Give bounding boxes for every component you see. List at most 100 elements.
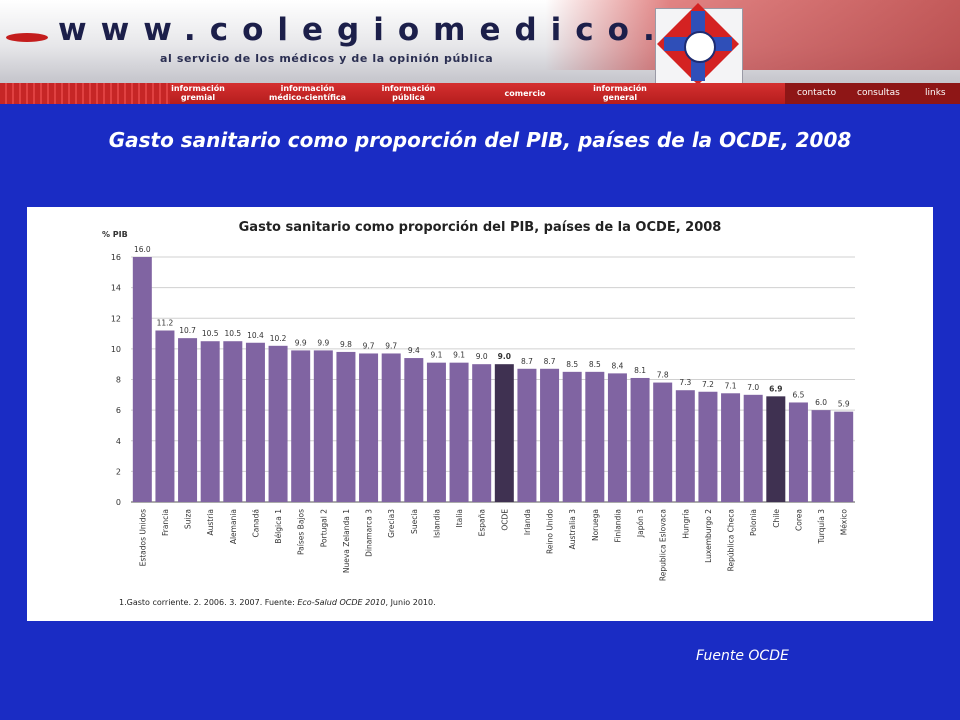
bar bbox=[155, 330, 175, 502]
logo-emblem-icon bbox=[684, 31, 716, 63]
x-tick-label: Suecia bbox=[410, 509, 419, 534]
x-tick-label: Francia bbox=[161, 509, 170, 536]
bar bbox=[381, 353, 401, 502]
data-label: 8.1 bbox=[634, 366, 646, 375]
bar bbox=[743, 394, 763, 502]
bar bbox=[811, 410, 831, 502]
x-tick-label: Turquía 3 bbox=[817, 509, 826, 545]
nav-item-informacion-medico-cientifica[interactable]: información médico-científica bbox=[255, 84, 360, 102]
x-tick-label: Bélgica 1 bbox=[274, 509, 283, 544]
data-label: 10.5 bbox=[202, 329, 219, 338]
bar bbox=[336, 351, 356, 502]
x-tick-label: Italia bbox=[455, 509, 464, 528]
swoosh-icon bbox=[6, 33, 48, 42]
nav-item-line: información bbox=[171, 84, 225, 93]
x-tick-label: Portugal 2 bbox=[319, 509, 328, 547]
data-label: 9.4 bbox=[408, 346, 420, 355]
bar bbox=[766, 396, 786, 502]
bar bbox=[562, 371, 582, 502]
nav-item-line: comercio bbox=[504, 89, 546, 98]
x-tick-label: Reino Unido bbox=[546, 509, 555, 554]
bar bbox=[200, 341, 220, 502]
x-tick-label: Hungría bbox=[681, 509, 690, 539]
y-tick-label: 6 bbox=[116, 406, 121, 415]
bar bbox=[834, 411, 854, 502]
x-tick-label: Polonia bbox=[749, 509, 758, 536]
y-tick-label: 0 bbox=[116, 498, 121, 507]
y-tick-label: 8 bbox=[116, 376, 121, 385]
data-label: 8.5 bbox=[589, 360, 601, 369]
data-label: 9.7 bbox=[363, 341, 375, 350]
data-label: 7.3 bbox=[679, 378, 691, 387]
bar bbox=[313, 350, 333, 502]
nav-item-line: información bbox=[593, 84, 647, 93]
x-tick-label: Grecia3 bbox=[387, 509, 396, 538]
footnote-date: , Junio 2010. bbox=[385, 598, 435, 607]
data-label: 8.7 bbox=[544, 357, 556, 366]
data-label: 9.1 bbox=[453, 351, 465, 360]
bar bbox=[223, 341, 243, 502]
bar bbox=[268, 345, 288, 502]
x-tick-label: Corea bbox=[794, 509, 803, 531]
bar bbox=[653, 382, 673, 502]
bar bbox=[449, 362, 469, 502]
bar-chart: Gasto sanitario como proporción del PIB,… bbox=[102, 220, 855, 607]
chart-footnote: 1.Gasto corriente. 2. 2006. 3. 2007. Fue… bbox=[119, 598, 436, 607]
site-header: www.colegiomedico.cl al servicio de los … bbox=[0, 0, 960, 104]
x-tick-label: Austria bbox=[206, 509, 215, 536]
y-tick-label: 12 bbox=[111, 314, 121, 323]
site-url[interactable]: www.colegiomedico.cl bbox=[58, 12, 726, 48]
x-tick-label: México bbox=[840, 509, 849, 536]
nav-item-comercio[interactable]: comercio bbox=[490, 89, 560, 98]
source-note: Fuente OCDE bbox=[696, 648, 789, 664]
bar bbox=[721, 393, 741, 502]
x-tick-label: Islandia bbox=[432, 509, 441, 538]
bar bbox=[585, 371, 605, 502]
data-label: 7.2 bbox=[702, 380, 714, 389]
x-tick-label: Dinamarca 3 bbox=[365, 509, 374, 557]
data-label: 9.7 bbox=[385, 341, 397, 350]
x-tick-label: OCDE bbox=[500, 509, 509, 531]
nav-link-contacto[interactable]: contacto bbox=[797, 88, 837, 98]
colegio-medico-logo[interactable] bbox=[655, 2, 743, 90]
x-tick-label: Nueva Zelanda 1 bbox=[342, 509, 351, 573]
y-tick-label: 2 bbox=[116, 467, 121, 476]
data-label: 6.5 bbox=[792, 390, 804, 399]
nav-link-links[interactable]: links bbox=[925, 88, 946, 98]
data-label: 9.0 bbox=[498, 352, 511, 361]
x-tick-label: Finlandia bbox=[613, 509, 622, 542]
y-axis-label: % PIB bbox=[102, 230, 128, 239]
bar bbox=[359, 353, 379, 502]
x-tick-label: República Checa bbox=[727, 509, 736, 571]
x-tick-label: Chile bbox=[772, 509, 781, 528]
data-label: 7.8 bbox=[657, 371, 669, 380]
slide-title: Gasto sanitario como proporción del PIB,… bbox=[108, 128, 852, 152]
x-tick-label: Países Bajos bbox=[297, 509, 306, 555]
y-tick-label: 4 bbox=[116, 437, 121, 446]
x-tick-label: Irlanda bbox=[523, 509, 532, 535]
data-label: 8.5 bbox=[566, 360, 578, 369]
nav-item-line: información bbox=[280, 84, 335, 93]
x-tick-label: Suiza bbox=[184, 509, 193, 529]
data-label: 9.9 bbox=[317, 338, 329, 347]
nav-item-line: gremial bbox=[180, 93, 216, 102]
bar bbox=[291, 350, 311, 502]
x-tick-label: Australia 3 bbox=[568, 509, 577, 550]
data-label: 10.5 bbox=[224, 329, 241, 338]
bar bbox=[426, 362, 446, 502]
data-label: 9.1 bbox=[430, 351, 442, 360]
data-label: 6.0 bbox=[815, 398, 827, 407]
x-tick-label: Luxemburgo 2 bbox=[704, 509, 713, 563]
nav-link-consultas[interactable]: consultas bbox=[857, 88, 900, 98]
nav-item-informacion-general[interactable]: información general bbox=[580, 84, 660, 102]
data-label: 8.4 bbox=[611, 361, 623, 370]
chart-panel: Gasto sanitario como proporción del PIB,… bbox=[27, 207, 933, 621]
nav-decoration bbox=[0, 83, 170, 104]
y-tick-label: 14 bbox=[111, 284, 121, 293]
nav-item-informacion-publica[interactable]: información pública bbox=[376, 84, 441, 102]
nav-item-informacion-gremial[interactable]: información gremial bbox=[168, 84, 228, 102]
nav-item-line: pública bbox=[392, 93, 425, 102]
bar bbox=[540, 368, 560, 502]
x-tick-label: Republica Eslovaca bbox=[659, 509, 668, 581]
bar bbox=[132, 257, 152, 502]
